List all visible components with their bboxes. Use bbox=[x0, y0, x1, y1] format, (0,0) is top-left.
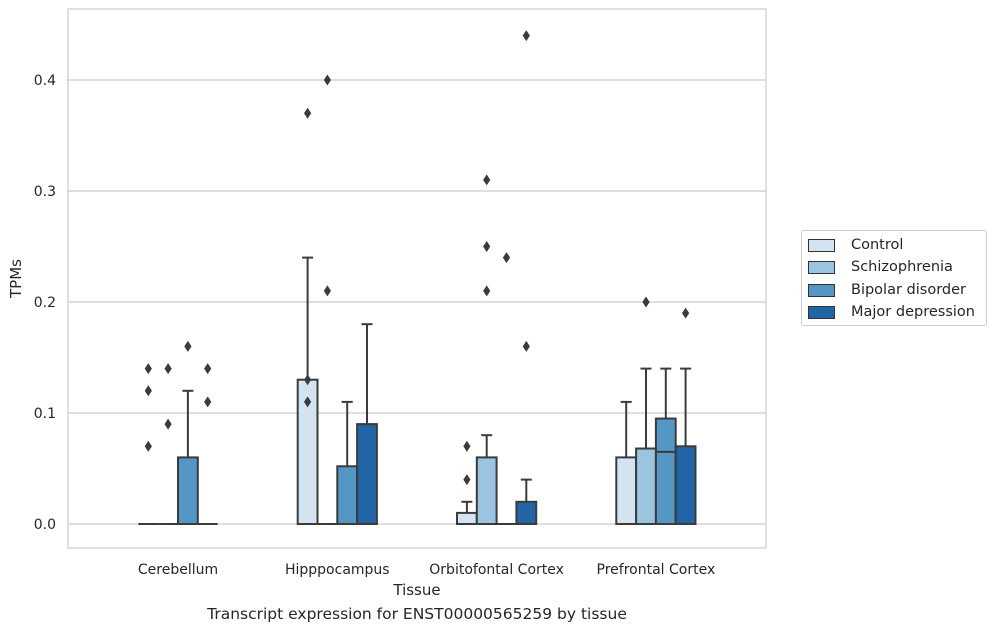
outlier-point bbox=[144, 440, 152, 452]
legend-label-control: Control bbox=[851, 237, 904, 253]
outlier-point bbox=[144, 385, 152, 397]
outlier-point bbox=[323, 285, 331, 297]
plot-frame bbox=[67, 8, 767, 549]
bar bbox=[336, 465, 359, 525]
outlier-point bbox=[483, 174, 491, 186]
outlier-point bbox=[304, 107, 312, 119]
bar bbox=[356, 423, 378, 526]
outlier-point bbox=[304, 374, 312, 386]
outlier-point bbox=[304, 396, 312, 408]
y-tick-label: 0.4 bbox=[34, 73, 56, 89]
outlier-point bbox=[164, 363, 172, 375]
legend-label-schizophrenia: Schizophrenia bbox=[851, 259, 953, 275]
x-tick-labels: Cerebellum Hipppocampus Orbitofontal Corte… bbox=[138, 562, 715, 578]
legend-swatch-control bbox=[808, 238, 835, 252]
y-tick-label: 0.1 bbox=[34, 406, 56, 422]
x-tick-label: Orbitofontal Cortex bbox=[429, 562, 564, 578]
legend-swatch-bipolar-disorder bbox=[808, 283, 835, 297]
bar bbox=[456, 511, 478, 526]
bar bbox=[654, 417, 677, 525]
outlier-point bbox=[323, 74, 331, 86]
outlier-point bbox=[642, 296, 650, 308]
x-axis-label: Tissue bbox=[392, 581, 440, 599]
outlier-point bbox=[522, 340, 530, 352]
outlier-point bbox=[164, 418, 172, 430]
legend-label-major-depression: Major depression bbox=[851, 304, 975, 320]
bar bbox=[615, 456, 638, 525]
y-tick-labels: 0.0 0.1 0.2 0.3 0.4 bbox=[34, 73, 56, 533]
outlier-point bbox=[184, 340, 192, 352]
legend-swatch-schizophrenia bbox=[808, 260, 835, 274]
outlier-point bbox=[204, 363, 212, 375]
x-tick-label: Hipppocampus bbox=[285, 562, 390, 578]
legend: Control Schizophrenia Bipolar disorder M… bbox=[801, 230, 987, 326]
bar bbox=[515, 500, 538, 525]
legend-item-major-depression: Major depression bbox=[808, 302, 975, 322]
x-tick-label: Cerebellum bbox=[138, 562, 218, 578]
outlier-point bbox=[204, 396, 212, 408]
legend-item-schizophrenia: Schizophrenia bbox=[808, 257, 953, 277]
outlier-point bbox=[522, 30, 530, 42]
outlier-point bbox=[463, 474, 471, 486]
y-tick-label: 0.3 bbox=[34, 184, 56, 200]
outlier-point bbox=[502, 252, 511, 264]
bar bbox=[177, 456, 199, 525]
outlier-point bbox=[144, 363, 152, 375]
bar bbox=[635, 447, 657, 525]
outlier-point bbox=[682, 307, 690, 319]
legend-item-control: Control bbox=[808, 235, 903, 255]
y-tick-label: 0.0 bbox=[34, 517, 56, 533]
legend-swatch-major-depression bbox=[808, 305, 835, 319]
bar bbox=[475, 456, 498, 525]
bar bbox=[674, 445, 697, 525]
outlier-point bbox=[483, 285, 491, 297]
chart-marks bbox=[138, 30, 697, 526]
outlier-point bbox=[463, 440, 471, 452]
chart-caption: Transcript expression for ENST0000056525… bbox=[207, 605, 627, 623]
x-tick-label: Prefrontal Cortex bbox=[597, 562, 716, 578]
legend-item-bipolar-disorder: Bipolar disorder bbox=[808, 280, 966, 300]
y-axis-label: TPMs bbox=[7, 259, 25, 299]
y-tick-label: 0.2 bbox=[34, 295, 56, 311]
legend-label-bipolar-disorder: Bipolar disorder bbox=[851, 282, 966, 298]
outlier-point bbox=[483, 241, 491, 252]
